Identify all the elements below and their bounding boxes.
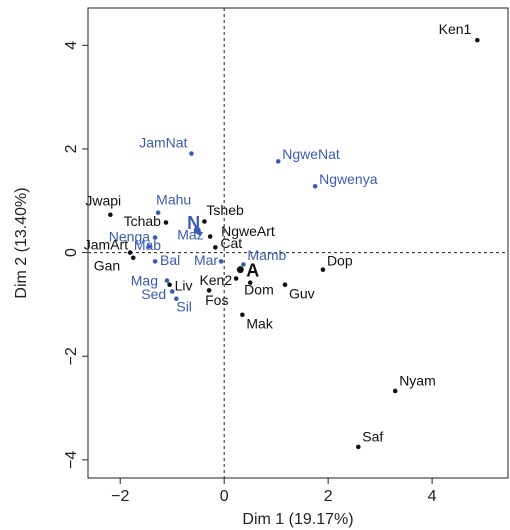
point [320,267,326,272]
point-label: Tsheb [206,202,244,218]
point [164,278,170,283]
point [218,259,224,264]
y-tick-label: 2 [63,144,80,153]
point-label: Ken2 [199,272,232,288]
y-tick-label: −4 [63,451,80,469]
point [236,266,244,274]
point [174,296,179,302]
point-label: Mag [131,272,158,288]
point-label: Jwapi [85,192,121,208]
y-axis-title: Dim 2 (13.40%) [13,187,30,298]
point-label: Tchab [124,213,162,229]
point [163,220,169,225]
point [241,262,246,267]
point [206,288,212,293]
point [312,183,318,189]
x-tick-label: −2 [111,488,129,505]
point-label: Cat [220,235,242,251]
y-tick-label: 0 [63,248,80,257]
point [196,230,202,236]
y-tick-label: −2 [63,347,80,365]
point-label: A [246,260,259,280]
point [275,159,281,164]
point [146,244,152,249]
x-tick-label: 4 [428,488,437,505]
point-label: Ngwenya [319,171,378,187]
point-label: Ken1 [439,21,472,37]
point-label: Bal [160,252,180,268]
point [169,289,175,294]
point [202,219,207,224]
point [155,210,161,215]
point-label: Nenga [109,228,150,244]
point-label: Nyam [399,373,436,389]
point-label: Dop [327,252,353,268]
point [167,282,172,288]
point [475,37,480,43]
point-label: Sed [141,286,166,302]
point-label: Mar [194,252,218,268]
point [392,388,398,394]
point-label: Fos [205,292,228,308]
point [207,234,213,239]
point-label: Saf [362,429,383,445]
point-label: N [187,213,200,233]
point-label: Mab [134,237,161,253]
point [233,276,239,281]
point-label: NgweArt [221,223,275,239]
x-tick-label: 0 [220,488,229,505]
point-label: Sil [176,298,192,314]
plot-frame [87,7,509,479]
point [189,151,194,156]
point-label: Maz [177,227,203,243]
point [355,444,361,450]
point [247,280,253,285]
point-label: NgweNat [282,146,340,162]
point [127,250,133,255]
point [213,245,218,250]
point-label: Dom [244,281,274,297]
point-label: Guv [289,285,315,301]
point-label: Gan [94,257,120,273]
point-label: Liv [175,277,193,293]
point [108,212,113,218]
point [152,259,158,264]
point [130,255,136,261]
point-label: JamArt [84,236,128,252]
point-label: Mak [246,315,273,331]
y-tick-label: 4 [63,41,80,50]
point [240,312,245,318]
point [282,282,288,288]
x-axis-title: Dim 1 (19.17%) [242,511,353,528]
x-tick-label: 2 [324,488,333,505]
point-label: Mahu [156,191,191,207]
point [152,235,158,240]
point-label: Mamb [247,247,286,263]
point-label: JamNat [139,134,187,150]
